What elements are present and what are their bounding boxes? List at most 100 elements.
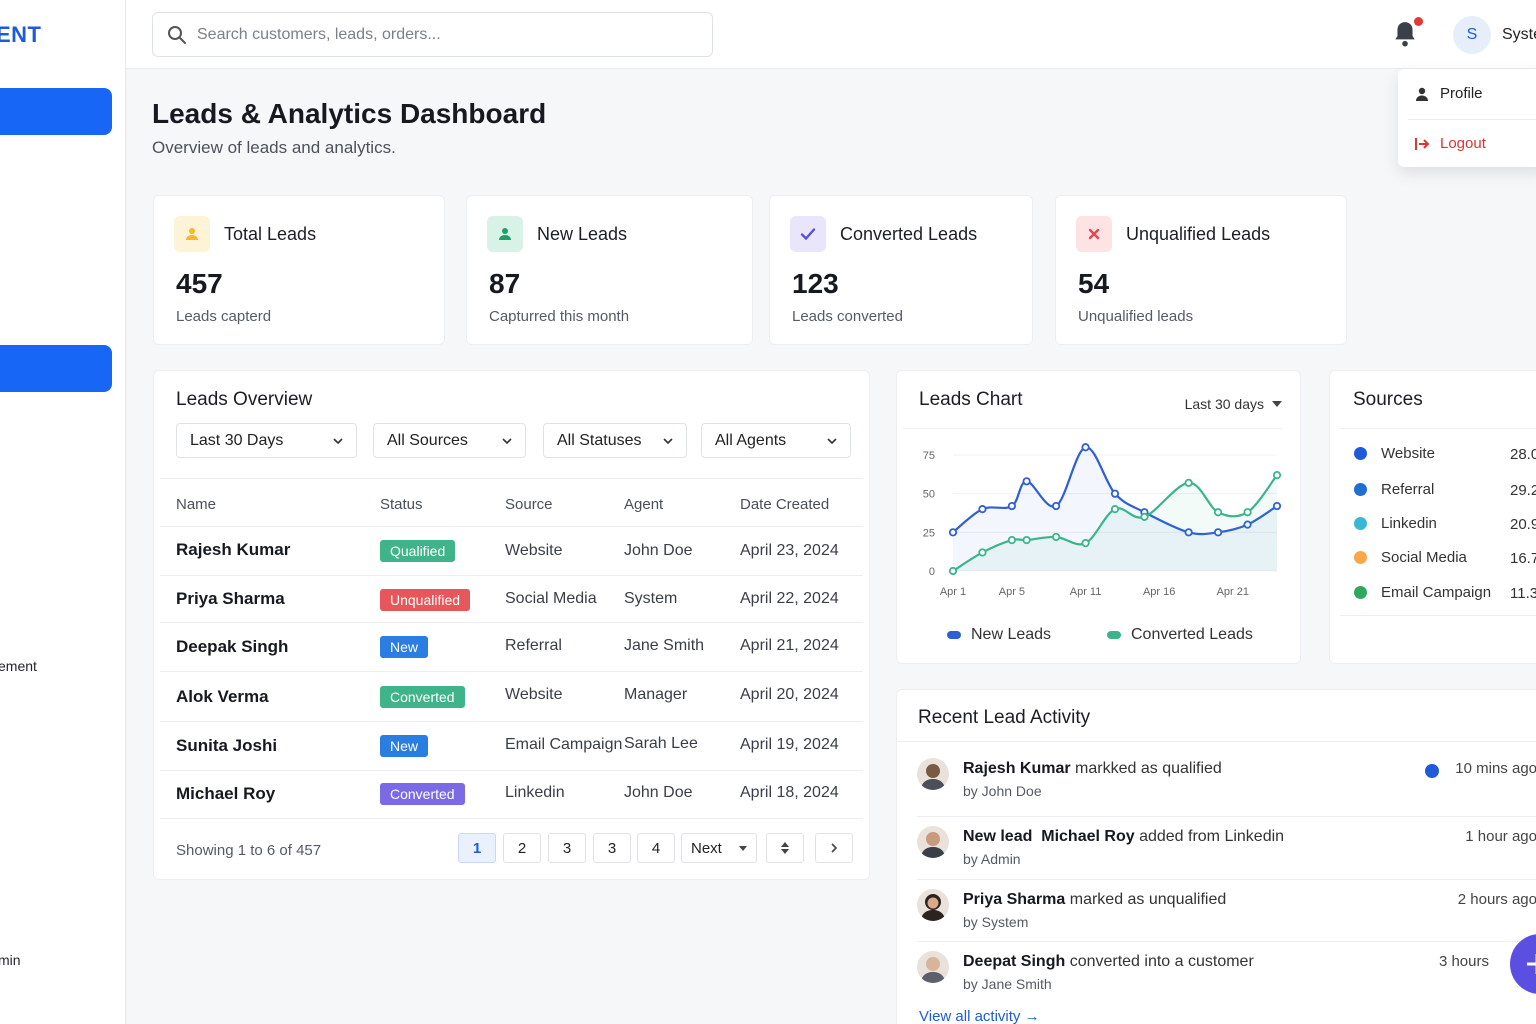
lead-agent: Manager <box>624 686 688 703</box>
lead-name[interactable]: Priya Sharma <box>176 589 285 608</box>
legend-label: Converted Leads <box>1131 626 1253 643</box>
user-dropdown-menu: Profile Logout <box>1398 69 1536 167</box>
sort-button[interactable] <box>766 833 804 863</box>
column-header-date[interactable]: Date Created <box>740 496 830 513</box>
stat-card-unqualified-leads: Unqualified Leads 54 Unqualified leads <box>1055 195 1347 345</box>
avatar <box>917 826 949 858</box>
lead-name[interactable]: Michael Roy <box>176 784 276 803</box>
page-button-3[interactable]: 3 <box>548 833 586 863</box>
data-point <box>1272 501 1282 511</box>
stat-label: Total Leads <box>224 224 317 244</box>
bell-icon[interactable] <box>1392 20 1418 48</box>
divider <box>160 770 863 771</box>
data-point <box>1110 505 1120 514</box>
divider <box>903 428 1282 429</box>
user-name[interactable]: Syste <box>1502 26 1536 43</box>
lead-name[interactable]: Sunita Joshi <box>176 736 278 755</box>
source-filter-select[interactable]: All Sources <box>373 423 526 458</box>
menu-item-profile[interactable]: Profile <box>1414 85 1483 102</box>
sidebar-item-active-2[interactable] <box>0 345 112 392</box>
data-point <box>1022 535 1031 545</box>
user-icon <box>487 216 523 252</box>
next-page-button[interactable]: Next <box>681 833 757 863</box>
status-badge: Converted <box>380 783 465 805</box>
page-button-3b[interactable]: 3 <box>593 833 631 863</box>
chart-title: Leads Chart <box>919 389 1023 410</box>
source-name: Linkedin <box>1381 515 1437 532</box>
status-badge: New <box>380 735 429 757</box>
source-item-website: Website <box>1354 445 1435 462</box>
activity-time: 3 hours <box>1438 953 1489 970</box>
divider <box>1340 428 1536 429</box>
status-badge: Unqualified <box>380 589 471 611</box>
chart-range-select[interactable]: Last 30 days <box>1185 396 1282 412</box>
activity-title: Recent Lead Activity <box>918 707 1091 728</box>
data-point <box>1022 477 1031 486</box>
source-item-social-media: Social Media <box>1354 549 1467 566</box>
page-button-1[interactable]: 1 <box>458 833 496 863</box>
search-box <box>152 12 713 57</box>
source-name: Website <box>1381 445 1435 462</box>
data-point <box>978 548 987 557</box>
search-input[interactable] <box>197 25 712 44</box>
leads-line-chart: 75 50 25 0 Apr 1 Apr 5 Apr 11 Apr 16 Apr 21 <box>923 443 1282 598</box>
stat-label: Unqualified Leads <box>1126 224 1271 244</box>
lead-source: Linkedin <box>505 784 565 801</box>
lead-agent: John Doe <box>624 542 693 559</box>
source-dot <box>1354 551 1367 564</box>
lead-date: April 22, 2024 <box>740 590 839 607</box>
lead-name[interactable]: Alok Verma <box>176 687 269 706</box>
brand-logo: ENT <box>0 22 42 47</box>
sidebar-item-active-1[interactable] <box>0 88 112 135</box>
legend-new-leads: New Leads <box>947 626 1051 644</box>
column-header-name[interactable]: Name <box>176 496 217 513</box>
check-icon <box>790 216 826 252</box>
source-value: 28.0 <box>1510 446 1536 463</box>
y-tick-label: 0 <box>929 566 935 578</box>
menu-item-logout[interactable]: Logout <box>1414 135 1486 152</box>
column-header-agent[interactable]: Agent <box>624 496 664 513</box>
plus-icon <box>1527 954 1536 974</box>
lead-source: Website <box>505 542 563 559</box>
sources-title: Sources <box>1353 389 1423 410</box>
column-header-status[interactable]: Status <box>380 496 423 513</box>
recent-activity-card: Recent Lead Activity Rajesh Kumar markke… <box>896 689 1536 1024</box>
lead-agent: John Doe <box>624 784 693 801</box>
page-button-2[interactable]: 2 <box>503 833 541 863</box>
lead-name[interactable]: Deepak Singh <box>176 637 289 656</box>
lead-name[interactable]: Rajesh Kumar <box>176 540 291 559</box>
sources-card: Sources Website 28.0 Referral 29.2 Linke… <box>1329 370 1536 664</box>
sidebar-item-management[interactable]: ement <box>0 658 37 674</box>
stat-label: New Leads <box>537 224 628 244</box>
agent-filter-select[interactable]: All Agents <box>701 423 851 458</box>
series-area-1 <box>953 475 1277 571</box>
user-avatar[interactable]: S <box>1453 16 1491 54</box>
column-header-source[interactable]: Source <box>505 496 553 513</box>
stat-description: Unqualified leads <box>1078 308 1194 325</box>
stat-value: 54 <box>1078 268 1110 299</box>
caret-down-icon <box>739 846 747 851</box>
menu-profile-label: Profile <box>1440 85 1483 102</box>
page-button-4[interactable]: 4 <box>637 833 675 863</box>
sidebar-item-admin[interactable]: min <box>0 952 21 968</box>
source-value: 20.9 <box>1510 516 1536 533</box>
activity-time: 1 hour ago <box>1465 828 1536 845</box>
divider <box>160 575 863 576</box>
date-filter-select[interactable]: Last 30 Days <box>176 423 357 458</box>
filter-label: All Statuses <box>557 431 642 449</box>
next-arrow-button[interactable] <box>815 833 853 863</box>
stat-card-total-leads: Total Leads 457 Leads capterd <box>153 195 445 345</box>
stat-value: 457 <box>176 268 223 299</box>
divider <box>917 816 1536 817</box>
leads-overview-card: Leads Overview Last 30 Days All Sources … <box>153 370 870 880</box>
divider <box>917 941 1536 942</box>
lead-source: Referral <box>505 637 562 654</box>
view-all-activity-link[interactable]: View all activity → <box>919 1008 1040 1024</box>
chevron-down-icon <box>663 438 673 445</box>
status-filter-select[interactable]: All Statuses <box>543 423 687 458</box>
user-icon <box>174 216 210 252</box>
data-point <box>1140 512 1149 521</box>
data-point <box>1081 443 1090 452</box>
data-point <box>1110 489 1120 498</box>
lead-agent: Jane Smith <box>624 637 705 654</box>
